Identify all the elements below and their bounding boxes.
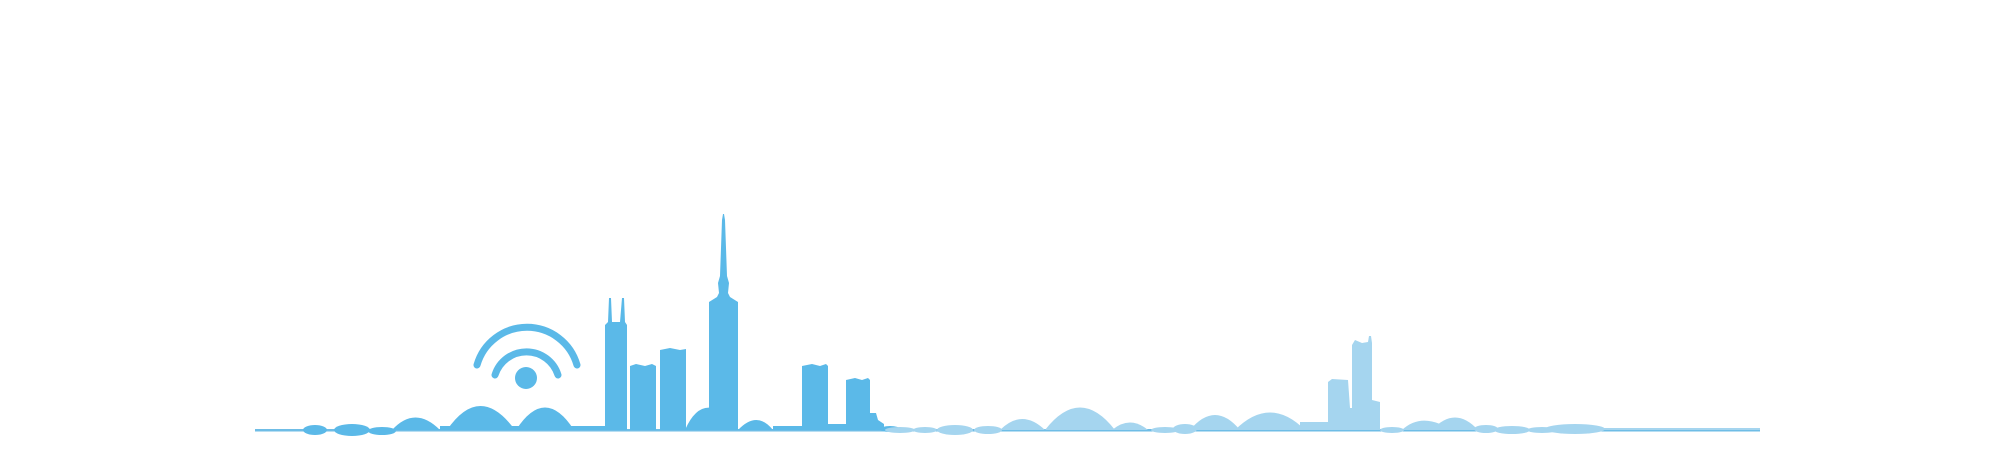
base-strip xyxy=(828,424,846,430)
office-block xyxy=(802,364,828,430)
base-strip xyxy=(1300,422,1330,430)
dome xyxy=(1432,417,1478,430)
skyline-left-group xyxy=(303,214,900,436)
bush xyxy=(913,427,937,433)
dome xyxy=(1045,407,1115,430)
bush xyxy=(392,417,440,430)
office-block xyxy=(660,348,686,430)
bush xyxy=(1494,426,1530,434)
bush xyxy=(1402,420,1440,430)
office-tower xyxy=(1328,336,1380,430)
bush xyxy=(937,425,973,435)
bush xyxy=(303,425,327,435)
base-strip xyxy=(440,426,605,430)
base-strip xyxy=(773,426,803,430)
bush xyxy=(1151,427,1179,433)
bush xyxy=(368,427,396,435)
bush xyxy=(1474,425,1498,433)
wifi-signal-icon xyxy=(473,323,581,389)
dome xyxy=(516,407,574,430)
tv-tower xyxy=(709,214,738,430)
bush xyxy=(1000,419,1045,430)
bush xyxy=(1380,427,1404,433)
dome xyxy=(1235,412,1305,430)
dome xyxy=(685,407,712,430)
base-strip xyxy=(1600,428,1760,430)
dome xyxy=(447,406,515,430)
office-block xyxy=(846,378,884,430)
bush xyxy=(738,420,773,430)
bush xyxy=(1173,424,1197,434)
bush xyxy=(1545,424,1605,434)
bush xyxy=(334,424,370,436)
bush xyxy=(885,427,915,433)
twin-spire-building xyxy=(605,298,627,430)
dome xyxy=(1190,415,1240,430)
skyline-right-group xyxy=(885,336,1760,435)
bush xyxy=(1112,422,1148,430)
office-block xyxy=(630,364,656,430)
ground-line xyxy=(255,429,1760,432)
bush xyxy=(974,426,1002,434)
